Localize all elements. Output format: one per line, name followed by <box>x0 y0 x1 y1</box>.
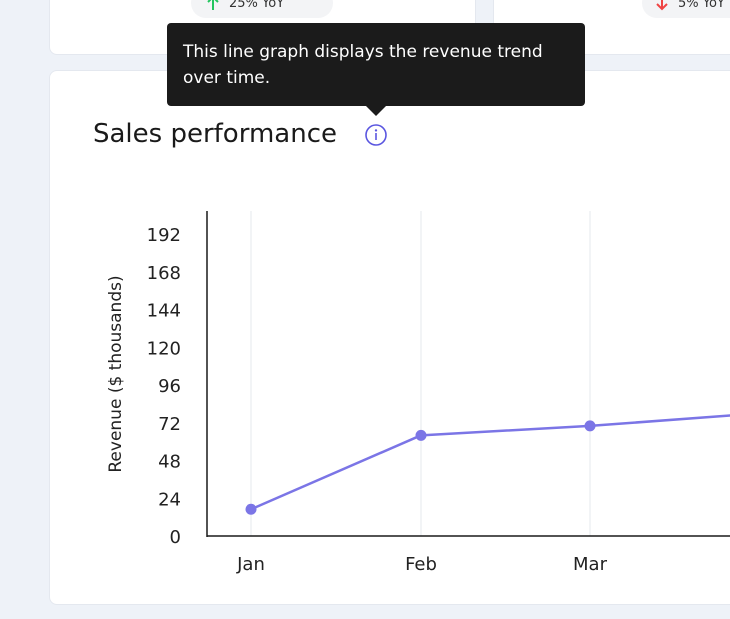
x-tick-label-feb: Feb <box>405 554 437 575</box>
x-tick-label-mar: Mar <box>573 554 608 575</box>
chart-title: Sales performance <box>93 119 337 149</box>
sales-performance-card <box>49 70 730 605</box>
info-icon[interactable] <box>364 123 388 147</box>
yoy-change-text-up: 25% YoY <box>229 0 285 11</box>
y-tick-label: 168 <box>147 263 181 284</box>
series-line <box>250 414 730 511</box>
y-tick-label: 24 <box>158 489 181 510</box>
y-tick-label: 144 <box>147 301 181 322</box>
y-tick-label: 48 <box>158 452 181 473</box>
arrow-up-icon <box>205 0 221 11</box>
y-tick-label: 192 <box>147 225 181 246</box>
y-tick-label: 72 <box>158 414 181 435</box>
y-tick-label: 120 <box>147 338 181 359</box>
yoy-change-badge-up: 25% YoY <box>191 0 333 18</box>
arrow-down-icon <box>654 0 670 11</box>
yoy-change-badge-down: 5% YoY <box>642 0 730 18</box>
y-tick-label: 96 <box>158 376 181 397</box>
x-tick-label-jan: Jan <box>236 554 265 575</box>
y-axis-title: Revenue ($ thousands) <box>106 275 126 472</box>
data-point-feb[interactable] <box>415 429 427 441</box>
chart-tooltip: This line graph displays the revenue tre… <box>167 23 585 106</box>
yoy-change-text-down: 5% YoY <box>678 0 725 11</box>
data-point-jan[interactable] <box>245 503 257 515</box>
y-tick-label: 0 <box>170 527 181 548</box>
tooltip-arrow <box>365 105 387 116</box>
data-point-mar[interactable] <box>584 420 596 432</box>
